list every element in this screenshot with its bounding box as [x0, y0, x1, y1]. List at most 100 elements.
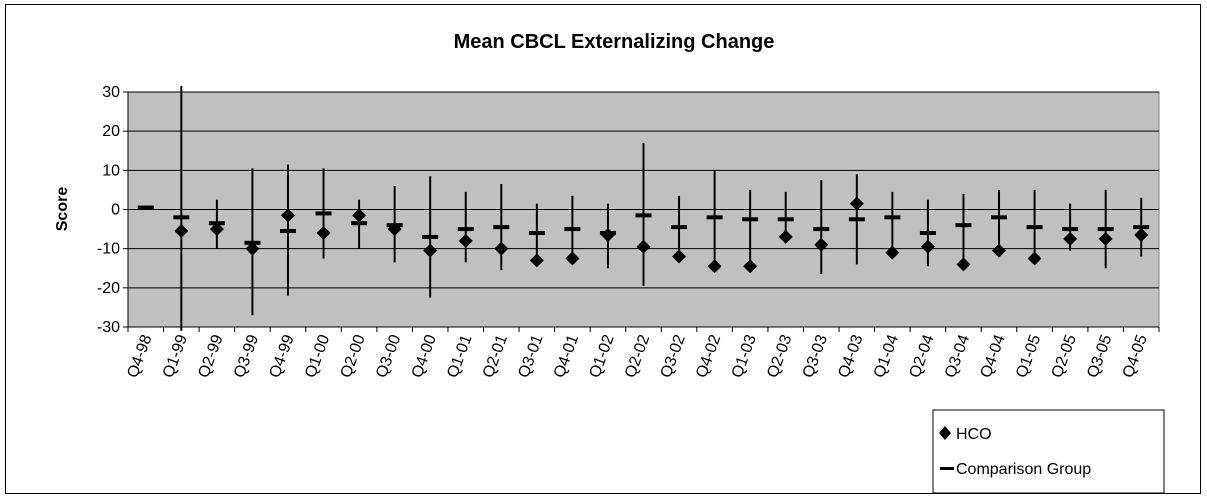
comparison-group-marker [813, 227, 830, 232]
comparison-group-marker [1026, 225, 1043, 230]
hco-marker [1027, 251, 1042, 266]
hco-marker [352, 208, 367, 223]
comparison-group-marker [635, 213, 652, 218]
x-tick-label: Q1-99 [160, 332, 191, 380]
x-tick-label: Q1-00 [302, 332, 333, 380]
hco-marker [885, 245, 900, 260]
hco-marker [209, 222, 224, 237]
hco-marker [529, 253, 544, 268]
x-tick-label: Q1-03 [729, 332, 760, 380]
y-tick-label: -30 [97, 319, 120, 336]
x-tick-label: Q1-02 [587, 332, 618, 380]
hco-marker [920, 239, 935, 254]
x-tick-label: Q3-03 [800, 332, 831, 380]
hco-marker [458, 233, 473, 248]
legend-hco-marker [939, 426, 951, 440]
hco-marker [672, 249, 687, 264]
comparison-group-marker [351, 221, 368, 226]
legend-comparison-marker [940, 467, 954, 470]
hco-marker [636, 239, 651, 254]
hco-marker [280, 208, 295, 223]
hco-marker [565, 251, 580, 266]
x-tick-label: Q2-99 [195, 332, 226, 380]
x-tick-label: Q2-05 [1049, 332, 1080, 380]
hco-marker [494, 241, 509, 256]
x-tick-label: Q3-00 [373, 332, 404, 380]
comparison-group-marker [457, 227, 474, 232]
comparison-group-marker [848, 217, 865, 222]
legend-box [932, 409, 1165, 494]
x-tick-label: Q2-03 [764, 332, 795, 380]
x-tick-label: Q3-05 [1084, 332, 1115, 380]
x-tick-label: Q2-00 [338, 332, 369, 380]
x-tick-label: Q3-02 [658, 332, 689, 380]
comparison-group-marker [1062, 227, 1079, 232]
comparison-group-marker [1133, 225, 1150, 230]
legend-comparison-label: Comparison Group [956, 461, 1091, 478]
x-tick-label: Q4-03 [835, 332, 866, 380]
hco-marker [600, 227, 615, 242]
hco-marker [1098, 231, 1113, 246]
comparison-group-marker [742, 217, 759, 222]
hco-marker [387, 222, 402, 237]
comparison-group-marker [315, 211, 332, 216]
comparison-group-marker [919, 231, 936, 235]
hco-marker [1063, 231, 1078, 246]
comparison-group-marker [1097, 227, 1114, 232]
x-tick-label: Q2-02 [622, 332, 653, 380]
hco-marker [778, 229, 793, 244]
x-tick-label: Q3-99 [231, 332, 262, 380]
chart-title: Mean CBCL Externalizing Change [454, 31, 775, 53]
hco-marker [316, 226, 331, 240]
comparison-group-marker [777, 217, 794, 222]
comparison-group-marker [528, 231, 545, 235]
x-tick-label: Q1-04 [871, 332, 902, 380]
y-tick-label: 20 [102, 123, 120, 140]
comparison-group-marker [564, 227, 581, 232]
y-tick-label: -10 [97, 241, 120, 258]
x-tick-label: Q4-05 [1120, 332, 1151, 380]
comparison-group-marker [137, 205, 154, 210]
hco-marker [423, 243, 438, 258]
x-tick-label: Q4-04 [978, 332, 1009, 380]
hco-marker [245, 241, 260, 256]
hco-marker [743, 259, 758, 274]
comparison-group-marker [493, 225, 510, 230]
hco-markers [174, 196, 1149, 274]
comparison-group-marker [991, 215, 1008, 220]
x-tick-label: Q4-99 [267, 332, 298, 380]
comparison-group-marker [706, 215, 723, 220]
hco-marker [814, 237, 829, 252]
legend-hco-label: HCO [956, 426, 992, 443]
y-tick-label: 10 [102, 162, 120, 179]
x-tick-label: Q3-04 [942, 332, 973, 380]
hco-marker [707, 259, 722, 274]
hco-marker [992, 243, 1007, 258]
hco-marker [1134, 227, 1149, 242]
x-tick-label: Q4-00 [409, 332, 440, 380]
x-tick-label: Q2-01 [480, 332, 511, 380]
comparison-group-marker [955, 223, 972, 228]
x-tick-label: Q1-05 [1013, 332, 1044, 380]
x-tick-label: Q4-02 [693, 332, 724, 380]
x-tick-label: Q4-01 [551, 332, 582, 380]
y-tick-label: 0 [111, 202, 120, 219]
x-axis-ticks: Q4-98 Q1-99 Q2-99 Q3-99 Q4-99 Q1-00 Q2-00 Q3-00… [124, 327, 1160, 380]
hco-marker [174, 224, 189, 239]
y-tick-label: 30 [102, 84, 120, 101]
x-tick-label: Q1-01 [444, 332, 475, 380]
x-tick-label: Q3-01 [515, 332, 546, 380]
x-tick-label: Q2-04 [906, 332, 937, 380]
y-tick-label: -20 [97, 280, 120, 297]
comparison-group-marker [173, 215, 190, 220]
comparison-group-marker [279, 229, 296, 234]
comparison-group-marker [884, 215, 901, 220]
y-axis-label: Score [54, 187, 71, 232]
comparison-group-marker [422, 234, 439, 239]
comparison-group-marker [671, 225, 688, 230]
legend: HCO Comparison Group [932, 409, 1165, 494]
hco-marker [849, 196, 864, 211]
x-tick-label: Q4-98 [124, 332, 155, 380]
hco-marker [956, 257, 971, 272]
